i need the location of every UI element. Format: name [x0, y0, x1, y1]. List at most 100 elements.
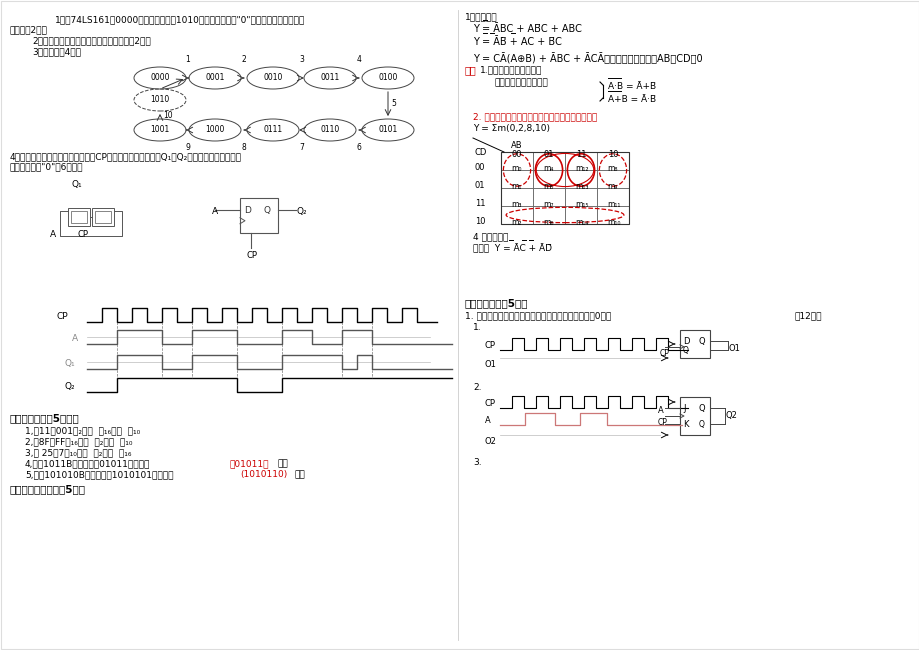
Text: A: A [72, 334, 78, 343]
Text: 11: 11 [575, 150, 586, 159]
Bar [596, 188, 629, 206]
Text: 1.利用摩根定律证明公式: 1.利用摩根定律证明公式 [480, 65, 542, 74]
Text: 1、化简等式: 1、化简等式 [464, 12, 497, 21]
Text: 10: 10 [607, 150, 618, 159]
Text: 3.: 3. [472, 458, 482, 467]
Text: A: A [484, 416, 490, 425]
Text: A: A [211, 207, 218, 216]
Text: 8: 8 [242, 143, 246, 152]
Bar [532, 188, 564, 206]
Text: J: J [682, 404, 685, 413]
Text: Y = Σm(0,2,8,10): Y = Σm(0,2,8,10) [472, 124, 550, 133]
Text: 0011: 0011 [320, 73, 339, 83]
Text: 11: 11 [474, 199, 485, 208]
Text: 3,（ 25．7）₁₀＝（  ）₂＝（  ）₁₆: 3,（ 25．7）₁₀＝（ ）₂＝（ ）₁₆ [25, 448, 131, 457]
Text: m₇: m₇ [542, 200, 552, 209]
Text: m₈: m₈ [607, 164, 617, 173]
Text: m₁: m₁ [510, 182, 521, 191]
Text: A: A [657, 406, 663, 415]
Text: 0101: 0101 [378, 125, 397, 135]
Text: Q2: Q2 [725, 411, 737, 421]
Bar [564, 152, 596, 170]
Text: Q̄: Q̄ [698, 420, 704, 429]
Text: m₁₂: m₁₂ [574, 164, 588, 173]
Text: 补码: 补码 [278, 459, 289, 468]
Text: 4 变量卡诺图: 4 变量卡诺图 [472, 232, 508, 241]
Text: m₄: m₄ [542, 164, 552, 173]
Text: 1010: 1010 [150, 96, 169, 105]
Text: Q: Q [698, 337, 705, 346]
Text: m₁₀: m₁₀ [607, 218, 619, 227]
Text: m₁₅: m₁₅ [574, 200, 588, 209]
Bar [95, 211, 111, 223]
Bar [564, 188, 596, 206]
Text: 10: 10 [163, 111, 173, 120]
Bar [501, 152, 532, 170]
Text: 0110: 0110 [320, 125, 339, 135]
Text: Q̄: Q̄ [682, 346, 688, 355]
Text: m₉: m₉ [607, 182, 617, 191]
Text: A·B = Ā+B̄: A·B = Ā+B̄ [607, 82, 655, 91]
Text: 00: 00 [512, 150, 522, 159]
Text: 化简得  Y = ĀC + ĀD̄: 化简得 Y = ĀC + ĀD̄ [472, 244, 551, 254]
Text: 2: 2 [242, 55, 246, 64]
Text: O1: O1 [484, 360, 496, 369]
Text: 〈01011〉: 〈01011〉 [230, 459, 269, 468]
Text: 5: 5 [391, 99, 395, 109]
Bar [564, 170, 596, 188]
Text: 0010: 0010 [263, 73, 282, 83]
Text: D: D [682, 337, 688, 346]
Text: （12分）: （12分） [794, 311, 822, 320]
Bar [501, 188, 532, 206]
Bar [532, 206, 564, 224]
Text: m₁₄: m₁₄ [574, 218, 588, 227]
Text: CP: CP [657, 418, 667, 427]
Text: m₃: m₃ [510, 200, 521, 209]
Text: 3: 3 [299, 55, 303, 64]
Text: 0001: 0001 [205, 73, 224, 83]
Bar [501, 170, 532, 188]
Text: A+B = Ā·B̄: A+B = Ā·B̄ [607, 95, 655, 104]
Text: 3．状态图（4分）: 3．状态图（4分） [32, 47, 81, 56]
Text: 9: 9 [185, 143, 189, 152]
Text: 4．触发器电路如下图所示，试根据CP及输入波形面出输出端Q₁、Q₂的波形，设各触发器的: 4．触发器电路如下图所示，试根据CP及输入波形面出输出端Q₁、Q₂的波形，设各触… [10, 152, 242, 161]
Bar [596, 206, 629, 224]
Bar [532, 152, 564, 170]
Text: 0100: 0100 [378, 73, 397, 83]
Text: 1,（11．001）₂＝（  ）₁₆＝（  ）₁₀: 1,（11．001）₂＝（ ）₁₆＝（ ）₁₀ [25, 426, 140, 435]
Text: 7: 7 [299, 143, 303, 152]
Text: CP: CP [484, 399, 495, 408]
Text: Q₁: Q₁ [72, 180, 83, 189]
Text: m₁₁: m₁₁ [607, 200, 619, 209]
Text: Y = ĀBC + AB̄C̄ + ABC: Y = ĀBC + AB̄C̄ + ABC [472, 24, 581, 34]
Text: 1.: 1. [472, 323, 482, 332]
Text: 三．函数化简题：（5分）: 三．函数化简题：（5分） [10, 484, 85, 494]
Bar [71, 211, 87, 223]
Text: CD: CD [474, 148, 487, 157]
Text: 二．数制转换（5分）：: 二．数制转换（5分）： [10, 413, 80, 423]
Text: m₆: m₆ [542, 218, 553, 227]
Text: Q₂: Q₂ [65, 382, 75, 391]
Text: 1: 1 [185, 55, 189, 64]
Bar [68, 208, 90, 226]
Text: 0000: 0000 [150, 73, 170, 83]
Bar [596, 170, 629, 188]
Text: 补码: 补码 [295, 470, 305, 479]
Text: CP: CP [484, 341, 495, 350]
Text: 1. 试画出下列触发器的输出波形（设触发器的初态为0）。: 1. 试画出下列触发器的输出波形（设触发器的初态为0）。 [464, 311, 610, 320]
Text: 00: 00 [474, 163, 485, 172]
Text: D: D [244, 206, 251, 215]
Bar [240, 198, 278, 233]
Text: 反演律（摩根定律）：: 反演律（摩根定律）： [494, 78, 548, 87]
Text: m₅: m₅ [542, 182, 553, 191]
Text: 1．当74LS161从0000开始顺序计数到1010时，与非门输出"0"，清零信号到来，异步: 1．当74LS161从0000开始顺序计数到1010时，与非门输出"0"，清零信… [55, 15, 305, 24]
Text: CP: CP [78, 230, 89, 239]
Text: CP: CP [57, 312, 69, 321]
Text: Q₂: Q₂ [297, 207, 307, 216]
Text: 初始状态均为"0"（6分）。: 初始状态均为"0"（6分）。 [10, 162, 84, 171]
Text: m₁₃: m₁₃ [574, 182, 588, 191]
Text: Q₁: Q₁ [65, 359, 75, 368]
Text: 01: 01 [543, 150, 554, 159]
Bar [501, 206, 532, 224]
Text: 5,（－101010B）原码＝（1010101）反码＝: 5,（－101010B）原码＝（1010101）反码＝ [25, 470, 174, 479]
